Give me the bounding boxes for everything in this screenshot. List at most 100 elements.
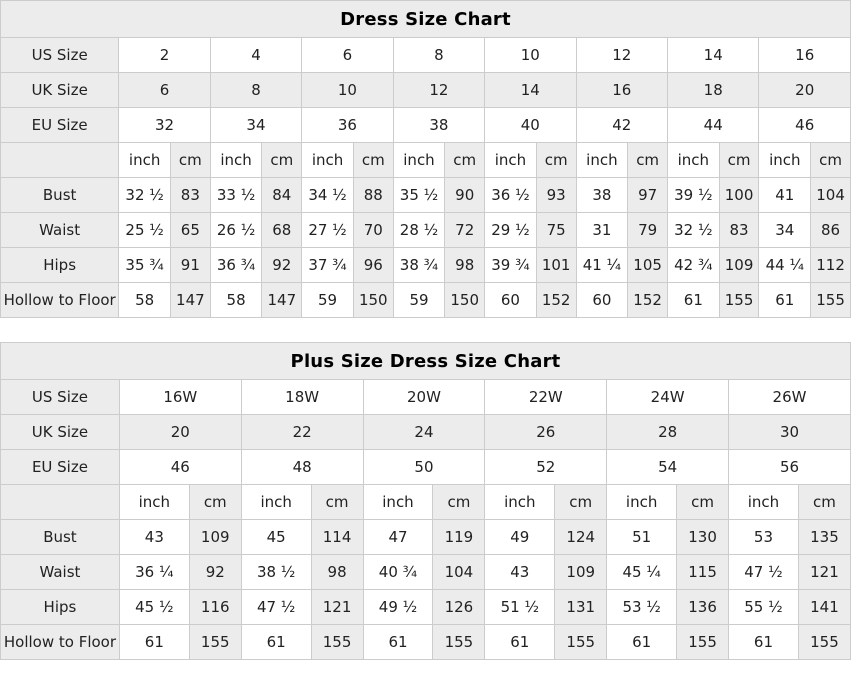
size-value-cell: 6 <box>301 37 394 73</box>
unit-cm-cell: cm <box>535 142 577 178</box>
measure-inch-cell: 35 ½ <box>392 177 446 213</box>
measure-cm-cell: 136 <box>676 589 730 625</box>
row-label: Hollow to Floor <box>0 282 120 318</box>
unit-inch-cell: inch <box>209 142 263 178</box>
size-value-cell: 20 <box>758 72 851 108</box>
measure-cm-cell: 72 <box>444 212 486 248</box>
measure-cm-cell: 105 <box>627 247 668 283</box>
row-label: US Size <box>0 37 120 73</box>
unit-cm-cell: cm <box>797 484 851 520</box>
measure-inch-cell: 39 ¾ <box>484 247 537 283</box>
size-value-cell: 26W <box>728 379 851 415</box>
measure-inch-cell: 32 ½ <box>118 177 171 213</box>
row-label: Hips <box>0 589 120 625</box>
unit-cm-cell: cm <box>352 142 394 178</box>
measure-cm-cell: 119 <box>432 519 486 555</box>
measure-inch-cell: 27 ½ <box>301 212 354 248</box>
measure-inch-cell: 45 <box>240 519 312 555</box>
measure-cm-cell: 92 <box>188 554 242 590</box>
measure-cm-cell: 91 <box>169 247 211 283</box>
measure-cm-cell: 155 <box>188 624 242 660</box>
measure-inch-cell: 60 <box>484 282 537 318</box>
unit-inch-cell: inch <box>362 484 434 520</box>
measure-cm-cell: 83 <box>718 212 760 248</box>
size-value-cell: 46 <box>758 107 851 143</box>
measure-cm-cell: 112 <box>810 247 851 283</box>
measure-cm-cell: 155 <box>554 624 608 660</box>
unit-cm-cell: cm <box>810 142 851 178</box>
unit-cm-cell: cm <box>261 142 303 178</box>
size-chart-page: Dress Size Chart US Size 2 4 6 8 10 12 14 16 UK Si… <box>0 0 851 660</box>
measure-inch-cell: 61 <box>728 624 799 660</box>
row-label: Hollow to Floor <box>0 624 120 660</box>
measure-cm-cell: 92 <box>261 247 303 283</box>
measure-inch-cell: 58 <box>118 282 171 318</box>
size-value-cell: 52 <box>484 449 608 485</box>
size-value-cell: 18W <box>240 379 364 415</box>
unit-inch-cell: inch <box>392 142 446 178</box>
row-label <box>0 484 120 520</box>
size-value-cell: 6 <box>118 72 211 108</box>
measure-cm-cell: 83 <box>169 177 211 213</box>
size-value-cell: 24W <box>606 379 730 415</box>
measure-inch-cell: 31 <box>575 212 629 248</box>
measure-inch-cell: 29 ½ <box>484 212 537 248</box>
measure-cm-cell: 98 <box>310 554 364 590</box>
measure-inch-cell: 47 <box>362 519 434 555</box>
measure-cm-cell: 150 <box>352 282 394 318</box>
measure-inch-cell: 61 <box>484 624 556 660</box>
measure-inch-cell: 61 <box>240 624 312 660</box>
measure-cm-cell: 68 <box>261 212 303 248</box>
size-value-cell: 10 <box>484 37 577 73</box>
size-value-cell: 10 <box>301 72 394 108</box>
measure-inch-cell: 38 ¾ <box>392 247 446 283</box>
row-label: Waist <box>0 212 120 248</box>
size-value-cell: 24 <box>362 414 486 450</box>
unit-cm-cell: cm <box>310 484 364 520</box>
row-label: Bust <box>0 519 120 555</box>
measure-inch-cell: 43 <box>484 554 556 590</box>
measure-inch-cell: 33 ½ <box>209 177 263 213</box>
measure-cm-cell: 100 <box>718 177 760 213</box>
measure-inch-cell: 45 ¼ <box>606 554 678 590</box>
unit-inch-cell: inch <box>301 142 354 178</box>
size-value-cell: 56 <box>728 449 851 485</box>
measure-cm-cell: 152 <box>627 282 668 318</box>
measure-cm-cell: 88 <box>352 177 394 213</box>
measure-inch-cell: 61 <box>758 282 812 318</box>
measure-inch-cell: 41 <box>758 177 812 213</box>
table-gap <box>0 318 851 342</box>
measure-inch-cell: 61 <box>606 624 678 660</box>
unit-cm-cell: cm <box>432 484 486 520</box>
size-value-cell: 30 <box>728 414 851 450</box>
size-value-cell: 42 <box>575 107 669 143</box>
measure-inch-cell: 43 <box>118 519 190 555</box>
size-value-cell: 12 <box>392 72 486 108</box>
dress-size-chart-table: Dress Size Chart US Size 2 4 6 8 10 12 14 16 UK Si… <box>0 0 851 318</box>
measure-inch-cell: 36 ¼ <box>118 554 190 590</box>
unit-cm-cell: cm <box>188 484 242 520</box>
measure-cm-cell: 96 <box>352 247 394 283</box>
measure-inch-cell: 34 ½ <box>301 177 354 213</box>
measure-cm-cell: 155 <box>676 624 730 660</box>
size-value-cell: 28 <box>606 414 730 450</box>
unit-inch-cell: inch <box>667 142 720 178</box>
measure-cm-cell: 150 <box>444 282 486 318</box>
measure-cm-cell: 135 <box>797 519 851 555</box>
row-label: Hips <box>0 247 120 283</box>
size-value-cell: 22 <box>240 414 364 450</box>
measure-inch-cell: 38 ½ <box>240 554 312 590</box>
size-value-cell: 8 <box>392 37 486 73</box>
measure-cm-cell: 104 <box>810 177 851 213</box>
measure-inch-cell: 47 ½ <box>240 589 312 625</box>
measure-cm-cell: 109 <box>188 519 242 555</box>
size-value-cell: 26 <box>484 414 608 450</box>
measure-inch-cell: 61 <box>667 282 720 318</box>
measure-inch-cell: 26 ½ <box>209 212 263 248</box>
measure-cm-cell: 115 <box>676 554 730 590</box>
measure-cm-cell: 116 <box>188 589 242 625</box>
measure-inch-cell: 35 ¾ <box>118 247 171 283</box>
row-label: Bust <box>0 177 120 213</box>
measure-cm-cell: 121 <box>797 554 851 590</box>
measure-inch-cell: 32 ½ <box>667 212 720 248</box>
